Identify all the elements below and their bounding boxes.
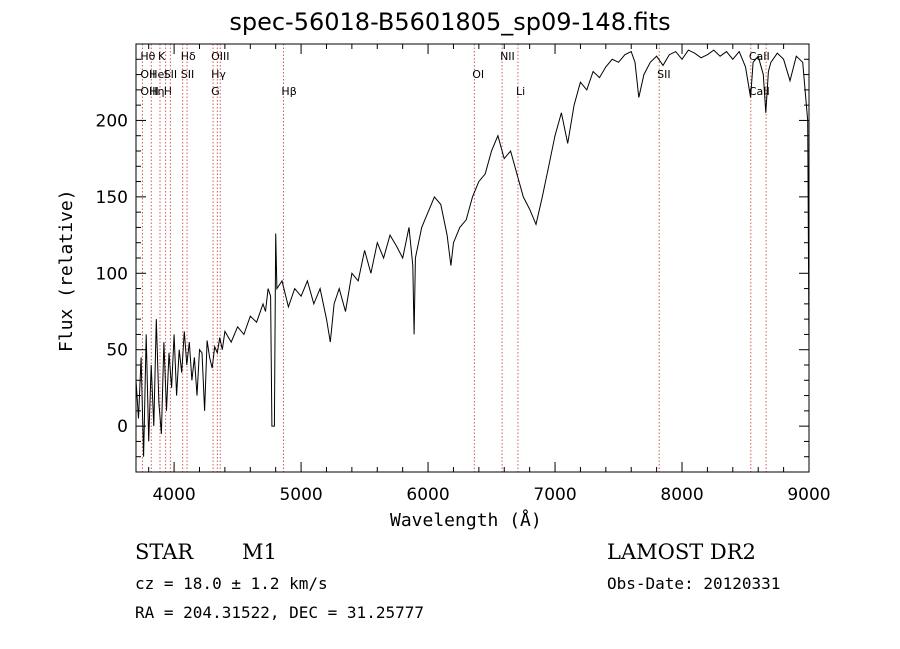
spectral-line-label: SII [657, 68, 670, 81]
y-axis-label: Flux (relative) [56, 189, 77, 352]
spectral-line-label: NII [500, 50, 515, 63]
x-tick-label: 9000 [787, 485, 830, 505]
spectral-line-label: G [211, 85, 220, 98]
x-tick-label: 6000 [406, 485, 449, 505]
y-tick-label: 200 [96, 111, 128, 131]
spectral-line-label: Hγ [211, 68, 226, 81]
spectral-line-label: Hθ [140, 50, 155, 63]
spectral-line-label: Hη [149, 85, 164, 98]
x-axis-label: Wavelength (Å) [390, 510, 542, 531]
spectral-line-label: OIII [211, 50, 229, 63]
survey-name: LAMOST DR2 [607, 540, 756, 564]
chart-title: spec-56018-B5601805_sp09-148.fits [229, 8, 671, 36]
x-tick-label: 5000 [279, 485, 322, 505]
spectral-line-label: OIII [140, 85, 158, 98]
y-tick-label: 100 [96, 264, 128, 284]
spectral-line-label: Hβ [281, 85, 296, 98]
object-subclass: M1 [242, 540, 277, 564]
spectral-line-label: K [158, 50, 166, 63]
obs-date: Obs-Date: 20120331 [607, 574, 781, 593]
flux-series-line [135, 49, 810, 457]
y-tick-label: 50 [106, 341, 128, 361]
spectral-line-label: CaII [749, 50, 770, 63]
x-tick-label: 8000 [660, 485, 703, 505]
plot-frame [135, 43, 810, 473]
spectral-line-markers: Hθ OII OIII HeI Hη K SII H Hδ SII OIII Hγ G Hβ OI NII Li… [140, 44, 770, 472]
spectral-line-label: SII [164, 68, 177, 81]
spectral-line-label: OI [472, 68, 484, 81]
spectral-line-label: Li [516, 85, 525, 98]
y-tick-label: 150 [96, 188, 128, 208]
x-tick-label: 4000 [152, 485, 195, 505]
spectral-line-label: H [164, 85, 172, 98]
spectral-line-label: OII [140, 68, 155, 81]
spectral-line-label: Hδ [181, 50, 196, 63]
spectral-line-label: SII [181, 68, 194, 81]
coordinates: RA = 204.31522, DEC = 31.25777 [135, 603, 424, 622]
object-class: STAR [135, 540, 194, 564]
redshift-text: cz = 18.0 ± 1.2 km/s [135, 574, 328, 593]
axes: 4000 5000 6000 7000 8000 9000 0 50 100 150 200 [96, 43, 831, 505]
y-tick-label: 0 [117, 417, 128, 437]
spectral-line-label: HeI [149, 68, 167, 81]
flux-series-layer [135, 49, 810, 457]
x-tick-label: 7000 [533, 485, 576, 505]
